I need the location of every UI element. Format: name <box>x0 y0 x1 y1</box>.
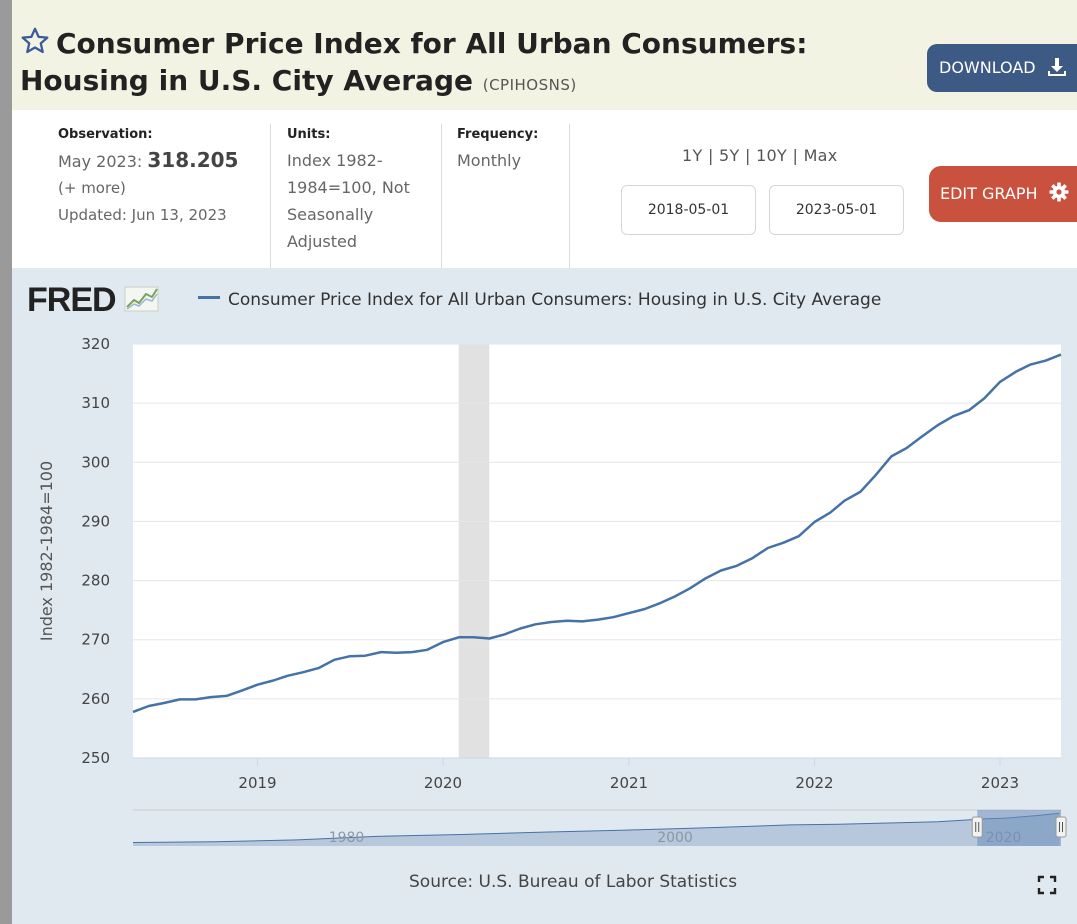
y-tick-label: 310 <box>81 394 110 412</box>
x-tick-label: 2023 <box>981 774 1019 792</box>
y-tick-label: 260 <box>81 690 110 708</box>
start-date-input[interactable]: 2018-05-01 <box>621 185 756 235</box>
y-axis-title: Index 1982-1984=100 <box>37 461 56 641</box>
divider <box>569 124 570 268</box>
download-label: DOWNLOAD <box>939 58 1036 77</box>
navigator-handle-box <box>971 816 983 838</box>
gear-icon <box>1049 182 1069 202</box>
legend-swatch <box>198 296 220 299</box>
download-icon <box>1047 58 1066 76</box>
y-tick-label: 250 <box>81 749 110 767</box>
range-5y[interactable]: 5Y <box>719 146 740 165</box>
x-tick-label: 2021 <box>610 774 648 792</box>
units-label: Units: <box>287 127 331 142</box>
y-tick-label: 300 <box>81 453 110 471</box>
star-icon[interactable] <box>20 26 50 64</box>
navigator-area <box>133 813 1060 846</box>
title-text: Consumer Price Index for All Urban Consu… <box>20 27 808 97</box>
recession-shade <box>458 344 490 758</box>
plot-background <box>133 344 1061 758</box>
download-button[interactable]: DOWNLOAD <box>927 44 1077 92</box>
frequency-value: Monthly <box>457 151 522 170</box>
range-selector: 1Y | 5Y | 10Y | Max <box>682 146 838 165</box>
navigator-handle[interactable] <box>1055 816 1067 838</box>
x-tick-label: 2022 <box>795 774 833 792</box>
x-tick-label: 2020 <box>424 774 462 792</box>
observation-date: May 2023: <box>58 152 143 171</box>
observation-label: Observation: <box>58 127 153 142</box>
navigator-handle-box <box>1055 816 1067 838</box>
y-tick-label: 270 <box>81 631 110 649</box>
chart-source: Source: U.S. Bureau of Labor Statistics <box>409 872 738 892</box>
more-link[interactable]: (+ more) <box>58 179 126 197</box>
series-id: (CPIHOSNS) <box>482 76 577 94</box>
x-tick-label: 2019 <box>238 774 276 792</box>
observation-block: Observation: May 2023: 318.205 (+ more) … <box>58 126 238 229</box>
units-value: Index 1982-1984=100, Not Seasonally Adju… <box>287 151 410 251</box>
y-tick-label: 320 <box>81 335 110 353</box>
updated-date: Updated: Jun 13, 2023 <box>58 206 227 224</box>
range-1y[interactable]: 1Y <box>682 146 703 165</box>
frequency-block: Frequency: Monthly <box>457 126 538 174</box>
chart-line-icon <box>124 286 159 312</box>
edit-graph-label: EDIT GRAPH <box>940 184 1038 203</box>
navigator-tick-label: 1980 <box>329 830 365 846</box>
fullscreen-icon[interactable] <box>1037 875 1057 895</box>
series-line <box>132 353 1062 714</box>
y-tick-label: 290 <box>81 512 110 530</box>
edit-graph-button[interactable]: EDIT GRAPH <box>929 166 1077 222</box>
legend-label: Consumer Price Index for All Urban Consu… <box>228 290 882 310</box>
navigator-selection <box>977 810 1061 846</box>
divider <box>441 124 442 268</box>
end-date-input[interactable]: 2023-05-01 <box>769 185 904 235</box>
range-10y[interactable]: 10Y <box>756 146 788 165</box>
frequency-label: Frequency: <box>457 127 539 142</box>
y-tick-label: 280 <box>81 572 110 590</box>
observation-value: 318.205 <box>147 148 239 172</box>
navigator-handle[interactable] <box>971 816 983 838</box>
units-block: Units: Index 1982-1984=100, Not Seasonal… <box>287 126 427 255</box>
navigator-tick-label: 2000 <box>657 830 693 846</box>
chart-legend[interactable]: Consumer Price Index for All Urban Consu… <box>198 288 881 312</box>
fred-logo: FRED <box>27 283 160 317</box>
divider <box>270 124 271 268</box>
range-max[interactable]: Max <box>803 146 838 165</box>
page-title: Consumer Price Index for All Urban Consu… <box>20 26 915 102</box>
fred-logo-text: FRED <box>27 281 117 319</box>
window-edge <box>0 0 12 924</box>
header-band <box>12 0 1077 110</box>
